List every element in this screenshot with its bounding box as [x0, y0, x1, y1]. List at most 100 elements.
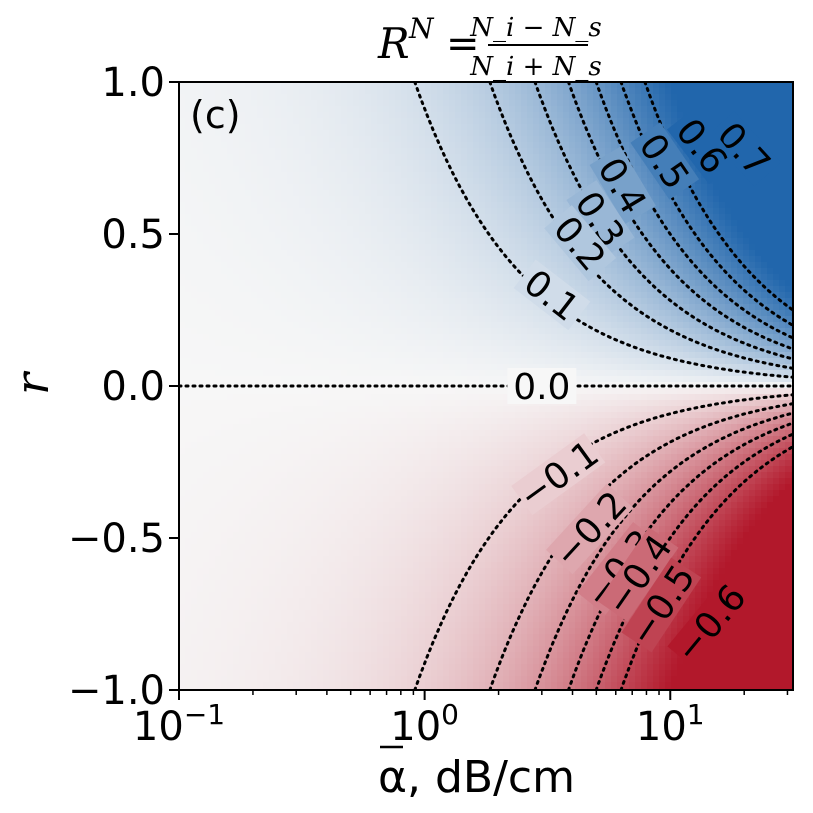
heatmap-cell: [407, 544, 414, 551]
heatmap-cell: [413, 574, 420, 581]
heatmap-cell: [317, 454, 324, 461]
heatmap-cell: [263, 190, 270, 197]
heatmap-cell: [287, 544, 294, 551]
heatmap-cell: [299, 274, 306, 281]
heatmap-cell: [359, 226, 366, 233]
heatmap-cell: [329, 142, 336, 149]
heatmap-cell: [251, 532, 258, 539]
heatmap-cell: [239, 256, 246, 263]
heatmap-cell: [335, 352, 342, 359]
heatmap-cell: [215, 202, 222, 209]
heatmap-cell: [377, 304, 384, 311]
heatmap-cell: [401, 172, 408, 179]
heatmap-cell: [347, 286, 354, 293]
heatmap-cell: [449, 268, 456, 275]
heatmap-cell: [251, 394, 258, 401]
heatmap-cell: [191, 496, 198, 503]
heatmap-cell: [401, 652, 408, 659]
heatmap-cell: [419, 388, 426, 395]
heatmap-cell: [281, 166, 288, 173]
heatmap-cell: [317, 436, 324, 443]
heatmap-cell: [329, 526, 336, 533]
heatmap-cell: [383, 526, 390, 533]
heatmap-cell: [227, 106, 234, 113]
heatmap-cell: [203, 328, 210, 335]
heatmap-cell: [221, 550, 228, 557]
heatmap-cell: [329, 232, 336, 239]
heatmap-cell: [449, 244, 456, 251]
heatmap-cell: [455, 130, 462, 137]
heatmap-cell: [191, 556, 198, 563]
heatmap-cell: [257, 634, 264, 641]
heatmap-cell: [305, 190, 312, 197]
heatmap-cell: [239, 556, 246, 563]
heatmap-cell: [299, 172, 306, 179]
heatmap-cell: [425, 424, 432, 431]
heatmap-cell: [443, 502, 450, 509]
heatmap-cell: [299, 598, 306, 605]
heatmap-cell: [233, 424, 240, 431]
heatmap-cell: [449, 670, 456, 677]
heatmap-cell: [221, 442, 228, 449]
heatmap-cell: [407, 280, 414, 287]
heatmap-cell: [311, 226, 318, 233]
heatmap-cell: [383, 298, 390, 305]
heatmap-cell: [419, 460, 426, 467]
heatmap-cell: [257, 208, 264, 215]
heatmap-cell: [197, 478, 204, 485]
heatmap-cell: [239, 376, 246, 383]
heatmap-cell: [455, 376, 462, 383]
heatmap-cell: [347, 310, 354, 317]
heatmap-cell: [431, 598, 438, 605]
heatmap-cell: [269, 556, 276, 563]
heatmap-cell: [323, 190, 330, 197]
heatmap-cell: [347, 640, 354, 647]
heatmap-cell: [443, 208, 450, 215]
heatmap-cell: [377, 484, 384, 491]
heatmap-cell: [323, 430, 330, 437]
heatmap-cell: [197, 136, 204, 143]
heatmap-cell: [191, 616, 198, 623]
heatmap-cell: [197, 376, 204, 383]
heatmap-cell: [191, 208, 198, 215]
heatmap-cell: [365, 574, 372, 581]
heatmap-cell: [323, 184, 330, 191]
heatmap-cell: [191, 130, 198, 137]
heatmap-cell: [437, 442, 444, 449]
heatmap-cell: [317, 172, 324, 179]
heatmap-cell: [179, 100, 186, 107]
heatmap-cell: [353, 538, 360, 545]
heatmap-cell: [227, 358, 234, 365]
heatmap-cell: [305, 208, 312, 215]
heatmap-cell: [407, 496, 414, 503]
heatmap-cell: [365, 406, 372, 413]
heatmap-cell: [251, 598, 258, 605]
heatmap-cell: [221, 292, 228, 299]
heatmap-cell: [437, 148, 444, 155]
heatmap-cell: [407, 472, 414, 479]
heatmap-cell: [419, 364, 426, 371]
heatmap-cell: [245, 508, 252, 515]
heatmap-cell: [437, 574, 444, 581]
heatmap-cell: [371, 256, 378, 263]
heatmap-cell: [269, 190, 276, 197]
heatmap-cell: [431, 142, 438, 149]
heatmap-cell: [419, 256, 426, 263]
heatmap-cell: [269, 112, 276, 119]
heatmap-cell: [209, 376, 216, 383]
heatmap-cell: [299, 322, 306, 329]
heatmap-cell: [347, 304, 354, 311]
heatmap-cell: [467, 538, 474, 545]
heatmap-cell: [383, 124, 390, 131]
heatmap-cell: [341, 220, 348, 227]
heatmap-cell: [449, 430, 456, 437]
heatmap-cell: [227, 124, 234, 131]
heatmap-cell: [461, 490, 468, 497]
heatmap-cell: [401, 388, 408, 395]
heatmap-cell: [179, 202, 186, 209]
heatmap-cell: [251, 412, 258, 419]
heatmap-cell: [449, 118, 456, 125]
title-denominator: N_i + N_s: [469, 52, 601, 82]
heatmap-cell: [293, 466, 300, 473]
heatmap-cell: [269, 136, 276, 143]
